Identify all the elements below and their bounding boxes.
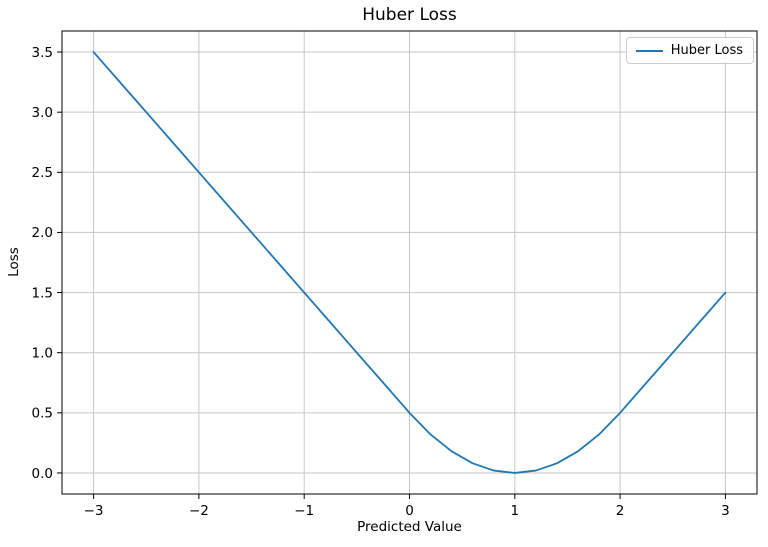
x-tick-label: 0 — [405, 503, 414, 519]
legend-line-swatch — [635, 49, 663, 52]
y-axis-label: Loss — [6, 247, 22, 277]
y-tick-label: 1.5 — [32, 285, 53, 301]
x-tick-label: −1 — [294, 503, 314, 519]
x-tick-label: −2 — [189, 503, 209, 519]
y-tick-label: 2.5 — [32, 165, 53, 181]
legend-label: Huber Loss — [670, 43, 743, 58]
x-tick-label: 2 — [616, 503, 625, 519]
y-tick-label: 3.0 — [32, 105, 53, 121]
chart-title: Huber Loss — [362, 5, 457, 25]
x-axis-label: Predicted Value — [357, 519, 462, 535]
y-tick-label: 2.0 — [32, 225, 53, 241]
y-tick-label: 0.5 — [32, 406, 53, 422]
x-tick-label: 1 — [511, 503, 520, 519]
series-line — [92, 51, 727, 474]
y-tick-label: 1.0 — [32, 345, 53, 361]
y-tick-label: 0.0 — [32, 466, 53, 482]
y-tick-label: 3.5 — [32, 45, 53, 61]
x-tick-label: −3 — [84, 503, 104, 519]
legend: Huber Loss — [625, 37, 754, 64]
x-tick-label: 3 — [721, 503, 730, 519]
